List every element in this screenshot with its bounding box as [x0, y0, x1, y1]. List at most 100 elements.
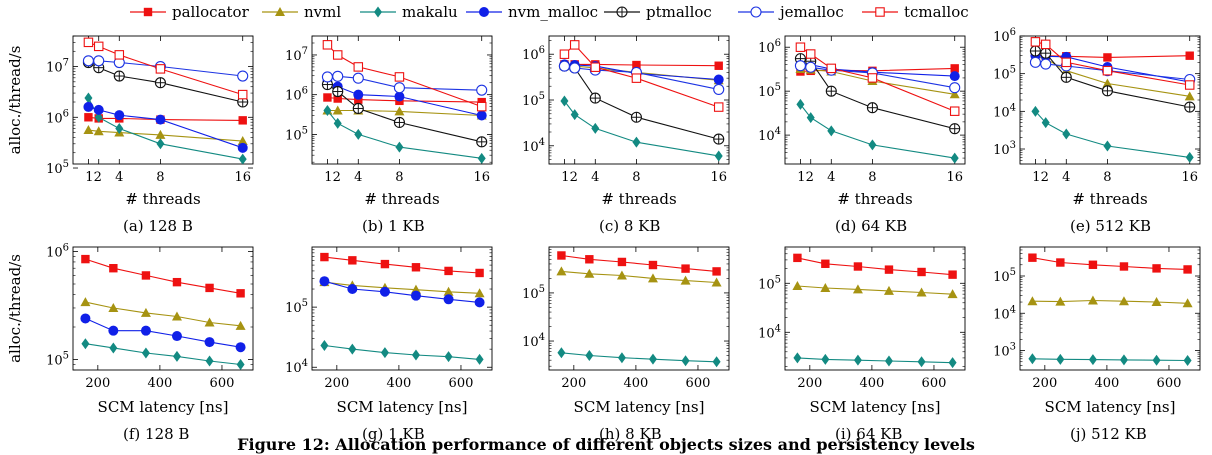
x-tick-label: 1 — [324, 170, 332, 185]
point-tcmalloc — [394, 72, 405, 82]
plot-frame — [548, 35, 730, 165]
series-line-tcmalloc — [1035, 41, 1190, 86]
point-tcmalloc — [93, 41, 104, 52]
point-pallocator — [793, 253, 802, 263]
point-makalu — [236, 358, 245, 370]
point-pallocator — [948, 270, 957, 279]
point-tcmalloc — [1061, 57, 1072, 68]
point-makalu — [238, 153, 247, 164]
point-nvml — [949, 89, 960, 99]
x-tick-label: 2 — [570, 170, 578, 185]
series-line-nvml — [797, 285, 953, 295]
x-tick-label: 8 — [156, 170, 164, 185]
y-tick-label: 106 — [522, 45, 545, 63]
point-pallocator — [444, 266, 453, 276]
series-line-nvml — [327, 109, 482, 117]
point-pallocator — [681, 264, 690, 273]
point-nvml — [883, 285, 894, 295]
x-tick-label: 4 — [1062, 170, 1070, 185]
point-tcmalloc — [83, 37, 94, 48]
point-jemalloc — [393, 82, 405, 94]
point-nvml — [394, 106, 405, 116]
legend-label: ptmalloc — [646, 3, 712, 21]
point-pallocator — [81, 254, 90, 264]
legend-label: nvml — [304, 3, 341, 21]
point-tcmalloc — [1102, 65, 1113, 76]
point-makalu — [380, 347, 389, 359]
x-axis-label: SCM latency [ns] — [337, 398, 468, 416]
series-group — [558, 40, 725, 162]
point-ptmalloc — [1101, 85, 1113, 97]
subcaption: (e) 512 KB — [1070, 217, 1151, 235]
point-makalu — [712, 356, 721, 368]
y-tick-label: 106 — [46, 242, 69, 260]
x-tick-label: 1 — [1032, 170, 1040, 185]
series-line-pallocator — [797, 257, 953, 276]
legend-marker-jemalloc — [750, 6, 762, 18]
y-tick-label: 105 — [285, 298, 308, 316]
point-tcmalloc — [1030, 37, 1041, 47]
subcaption: (a) 128 B — [123, 217, 193, 235]
point-makalu — [806, 112, 815, 124]
y-tick-label: 105 — [522, 284, 545, 302]
point-nvml — [680, 275, 691, 285]
figure-caption: Figure 12: Allocation performance of dif… — [237, 435, 975, 454]
point-nvml — [1182, 298, 1193, 308]
x-tick-label: 4 — [591, 170, 599, 185]
point-nvm-malloc — [140, 325, 151, 336]
point-makalu — [475, 353, 484, 365]
legend-item-nvml: nvml — [262, 3, 341, 21]
point-makalu — [323, 104, 332, 116]
series-line-makalu — [797, 357, 953, 364]
point-ptmalloc — [154, 77, 166, 89]
subcaption: (f) 128 B — [123, 425, 189, 443]
point-nvml — [1087, 295, 1098, 305]
point-makalu — [1152, 354, 1161, 366]
point-ptmalloc — [1029, 45, 1041, 57]
legend-label: tcmalloc — [904, 3, 969, 21]
point-ptmalloc — [866, 102, 878, 114]
series-line-ptmalloc — [564, 65, 719, 140]
y-axis-label: alloc./thread/s — [6, 254, 24, 363]
point-ptmalloc — [949, 123, 961, 135]
point-nvml — [204, 317, 215, 327]
point-ptmalloc — [1184, 101, 1196, 113]
point-pallocator — [1183, 265, 1192, 274]
point-nvml — [1118, 296, 1129, 306]
y-tick-label: 104 — [993, 102, 1016, 120]
series-line-pallocator — [561, 254, 717, 272]
point-tcmalloc — [631, 73, 642, 83]
point-makalu — [591, 122, 600, 134]
x-tick-label: 16 — [1181, 170, 1198, 185]
point-jemalloc — [794, 60, 806, 72]
y-tick-label: 105 — [46, 159, 69, 177]
point-tcmalloc — [332, 50, 343, 60]
subcaption: (b) 1 KB — [362, 217, 425, 235]
legend-marker-tcmalloc — [875, 7, 885, 17]
point-tcmalloc — [805, 49, 816, 59]
point-ptmalloc — [1060, 71, 1072, 83]
chart-panel-g-1-kb: 104 105 200 400 600 SCM latency [ns] (g) 1 KB — [285, 246, 493, 443]
x-tick-label: 4 — [354, 170, 362, 185]
legend-marker-makalu — [374, 6, 382, 18]
series-line-makalu — [324, 344, 480, 360]
point-makalu — [156, 138, 165, 150]
legend-item-tcmalloc: tcmalloc — [862, 3, 969, 21]
point-makalu — [348, 343, 357, 355]
point-pallocator — [84, 113, 93, 122]
point-ptmalloc — [1040, 47, 1052, 59]
series-line-pallocator — [85, 258, 241, 294]
point-jemalloc — [321, 71, 333, 83]
point-pallocator — [617, 257, 627, 267]
point-nvm-malloc — [713, 74, 724, 85]
x-tick-label: 8 — [868, 170, 876, 185]
x-axis-label: # threads — [364, 190, 439, 208]
point-pallocator — [333, 94, 342, 103]
series-group — [794, 42, 961, 164]
point-tcmalloc — [237, 89, 248, 100]
y-tick-label: 104 — [758, 126, 781, 144]
plot-frame — [311, 35, 493, 165]
y-tick-label: 105 — [758, 274, 781, 292]
y-tick-label: 104 — [285, 358, 308, 376]
chart-panel-c-8-kb: 104 105 106 1 2 4 8 16 # threads (c) 8 KB — [522, 35, 730, 235]
